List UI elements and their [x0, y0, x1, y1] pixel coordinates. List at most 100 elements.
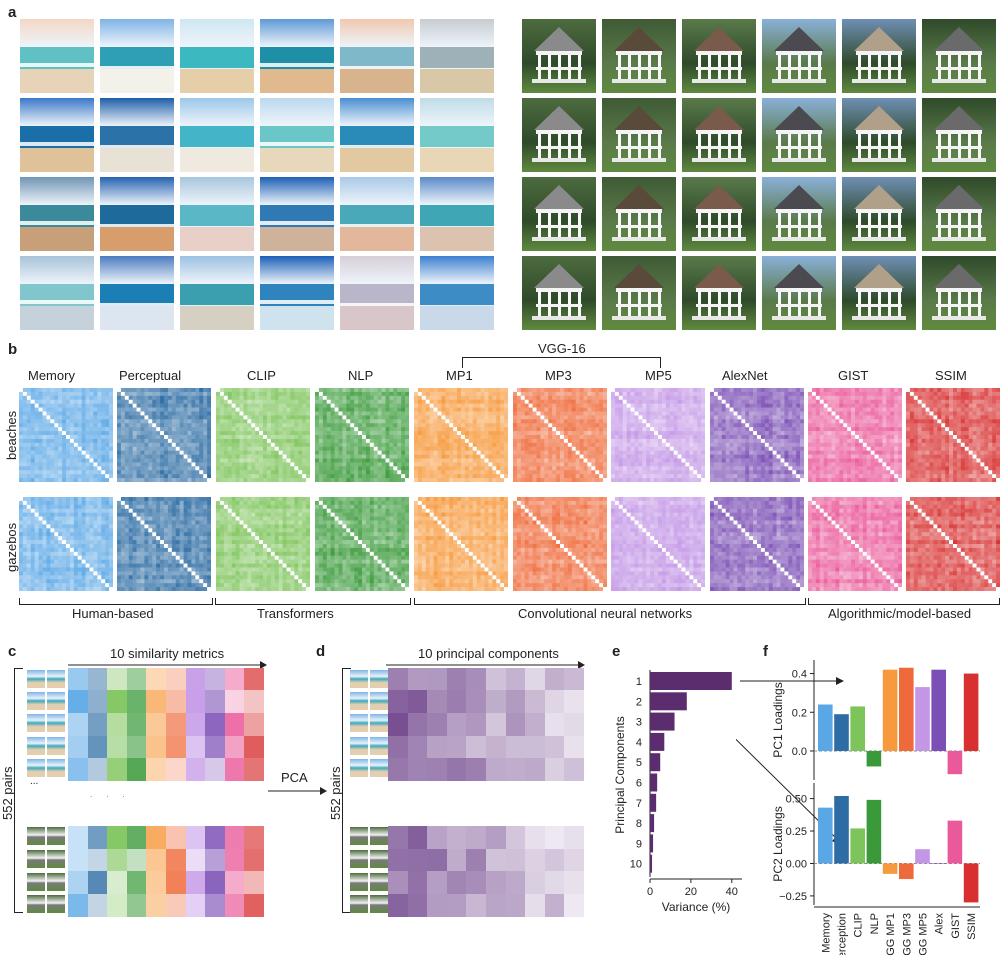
heatmap-cell [224, 690, 245, 713]
pair-thumbnail [47, 670, 65, 688]
c-header: 10 similarity metrics [110, 646, 225, 661]
heatmap-cell [427, 871, 448, 894]
heatmap-cell [166, 713, 187, 736]
heatmap-cell [185, 668, 206, 691]
heatmap-cell [87, 894, 108, 917]
pair-thumbnail [47, 827, 65, 845]
similarity-matrix [710, 497, 805, 592]
heatmap-cell [224, 894, 245, 917]
heatmap-cell [407, 668, 428, 691]
gazebo-image [682, 98, 756, 172]
heatmap-cell [427, 736, 448, 759]
heatmap-cell [185, 849, 206, 872]
variance-bar [650, 814, 655, 833]
pc-tick-label: 6 [636, 778, 642, 790]
heatmap-cell [68, 690, 89, 713]
heatmap-cell [564, 849, 585, 872]
gazebo-image [842, 256, 916, 330]
pc-tick-label: 2 [636, 696, 642, 708]
heatmap-cell [505, 826, 526, 849]
variance-tick-label: 20 [685, 886, 697, 898]
gazebo-image [682, 177, 756, 251]
heatmap-cell [388, 894, 409, 917]
heatmap-cell [126, 826, 147, 849]
heatmap-cell [68, 758, 89, 781]
heatmap-cell [68, 668, 89, 691]
panel-label-c: c [8, 643, 17, 660]
loading-bar [931, 669, 946, 751]
pair-thumbnail [350, 670, 368, 688]
metric-label: Memory [28, 368, 75, 383]
loading-bar [947, 750, 963, 775]
beach-image [180, 256, 254, 330]
loading-bar [818, 807, 833, 864]
gazebo-image [762, 256, 836, 330]
heatmap-cell [486, 736, 507, 759]
pair-thumbnail [47, 692, 65, 710]
variance-tick-label: 40 [726, 886, 738, 898]
beach-image [420, 256, 494, 330]
pair-thumbnail [350, 737, 368, 755]
heatmap-cell [466, 690, 487, 713]
heatmap-cell [166, 736, 187, 759]
heatmap-cell [107, 758, 128, 781]
heatmap-cell [446, 690, 467, 713]
heatmap-cell [224, 713, 245, 736]
heatmap-cell [407, 690, 428, 713]
metric-label: MP5 [645, 368, 672, 383]
heatmap-cell [205, 690, 226, 713]
beach-image [260, 19, 334, 93]
heatmap-cell [466, 826, 487, 849]
group-bracket-transformers [215, 598, 411, 605]
gazebo-image [522, 177, 596, 251]
heatmap-cell [87, 849, 108, 872]
heatmap-cell [68, 894, 89, 917]
metric-tick-label: Perception [837, 913, 849, 955]
pc-tick-label: 9 [636, 838, 642, 850]
metric-tick-label: VGG MP3 [901, 913, 913, 955]
beach-image-grid [20, 19, 496, 330]
loading-tick-label: 0.50 [786, 794, 807, 806]
metric-tick-label: NLP [869, 913, 881, 934]
gazebo-image-grid [522, 19, 998, 330]
group-bracket-cnn [414, 598, 806, 605]
pc-tick-label: 1 [636, 676, 642, 688]
pair-thumbnail [27, 737, 45, 755]
similarity-matrix [611, 497, 706, 592]
heatmap-cell [166, 849, 187, 872]
heatmap-cell [126, 690, 147, 713]
gazebo-image [922, 177, 996, 251]
heatmap-cell [224, 826, 245, 849]
heatmap-cell [244, 826, 265, 849]
metric-label: MP3 [545, 368, 572, 383]
heatmap-cell [564, 690, 585, 713]
loading-bar [947, 820, 963, 864]
similarity-matrix [117, 388, 212, 483]
pair-thumbnail [47, 737, 65, 755]
loading-bar [899, 667, 914, 751]
heatmap-cell [244, 849, 265, 872]
heatmap-cell [446, 713, 467, 736]
variance-bar [650, 773, 658, 792]
heatmap-cell [185, 871, 206, 894]
panel-label-d: d [316, 643, 326, 660]
heatmap-cell [166, 871, 187, 894]
loading-tick-label: −0.25 [779, 891, 807, 903]
heatmap-cell [466, 849, 487, 872]
heatmap-cell [126, 758, 147, 781]
heatmap-cell [205, 826, 226, 849]
heatmap-cell [544, 736, 565, 759]
heatmap-cell [185, 758, 206, 781]
beach-image [420, 177, 494, 251]
similarity-matrix [808, 388, 903, 483]
heatmap-cell [146, 849, 167, 872]
heatmap-cell [525, 690, 546, 713]
metric-tick-label: VGG MP5 [918, 913, 930, 955]
heatmap-cell [525, 826, 546, 849]
metric-tick-label: GIST [950, 913, 962, 939]
heatmap-cell [407, 736, 428, 759]
heatmap-cell [388, 736, 409, 759]
heatmap-cell [466, 894, 487, 917]
heatmap-cell [87, 668, 108, 691]
gazebo-image [602, 19, 676, 93]
